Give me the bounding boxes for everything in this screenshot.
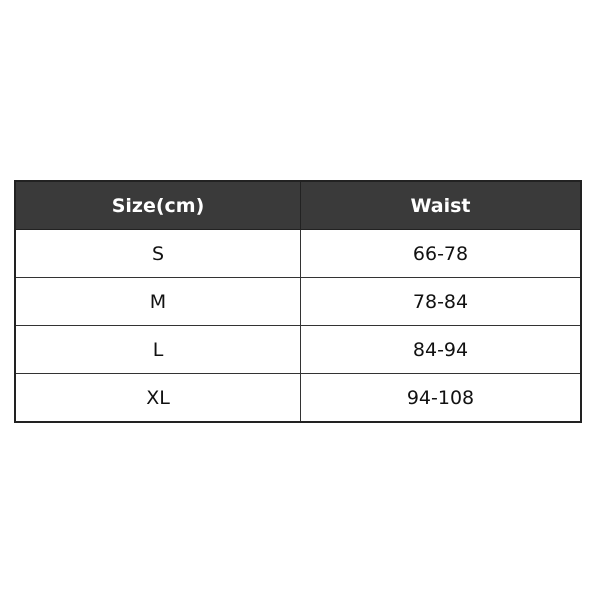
table-row: L 84-94 [14, 325, 582, 374]
table-row: M 78-84 [14, 277, 582, 326]
size-cell: XL [14, 373, 301, 423]
table-row: XL 94-108 [14, 373, 582, 423]
waist-cell: 78-84 [300, 277, 582, 326]
size-cell: S [14, 229, 301, 278]
size-cell: M [14, 277, 301, 326]
waist-cell: 66-78 [300, 229, 582, 278]
waist-cell: 84-94 [300, 325, 582, 374]
table-row: S 66-78 [14, 229, 582, 278]
waist-cell: 94-108 [300, 373, 582, 423]
header-waist: Waist [300, 180, 582, 230]
size-cell: L [14, 325, 301, 374]
header-size: Size(cm) [14, 180, 301, 230]
size-chart-table: Size(cm) Waist S 66-78 M 78-84 L 84-94 X… [14, 180, 582, 423]
header-row: Size(cm) Waist [14, 180, 582, 230]
